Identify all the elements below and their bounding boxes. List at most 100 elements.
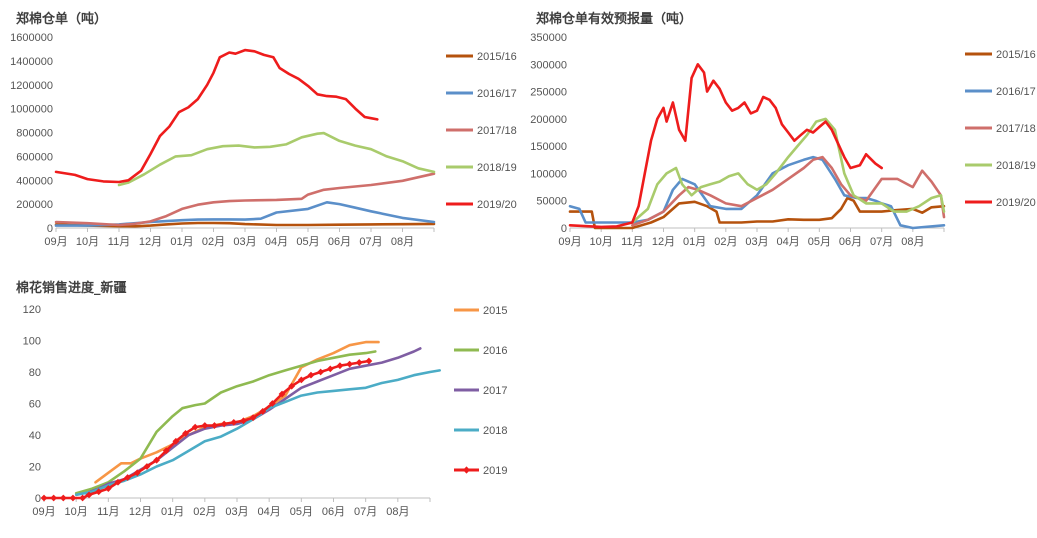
chart-1-legend-label: 2019/20 bbox=[477, 199, 517, 211]
chart-3-series-marker bbox=[40, 494, 48, 502]
chart-1-ytick-label: 1600000 bbox=[10, 32, 53, 44]
chart-3-series-marker bbox=[336, 362, 344, 370]
chart-3-series-marker bbox=[201, 422, 209, 429]
chart-1-series-line bbox=[54, 201, 436, 227]
chart-1-legend-label: 2017/18 bbox=[477, 125, 517, 137]
chart-3-series-marker bbox=[59, 494, 67, 502]
chart-3-xtick-label: 05月 bbox=[290, 506, 313, 518]
chart-3-panel: 棉花销售进度_新疆 0 20 40 60 80 100 120 09月 10月 11月 12月 01月… bbox=[0, 270, 520, 532]
chart-2-ytick-label: 300000 bbox=[530, 59, 567, 71]
chart-3-series-marker bbox=[346, 360, 353, 368]
chart-3-series-marker bbox=[85, 491, 93, 499]
chart-3-series-marker bbox=[268, 400, 276, 407]
chart-1-legend-label: 2018/19 bbox=[477, 162, 517, 174]
chart-3-series-marker bbox=[153, 456, 160, 464]
chart-1-xtick-label: 10月 bbox=[76, 236, 99, 248]
chart-3-ytick-label: 60 bbox=[29, 399, 41, 411]
chart-3-ytick-label: 120 bbox=[23, 304, 41, 316]
chart-2-ytick-label: 100000 bbox=[530, 168, 567, 180]
chart-3-legend-marker bbox=[462, 466, 471, 474]
chart-2-legend-label: 2017/18 bbox=[996, 123, 1036, 135]
chart-2-xtick-label: 12月 bbox=[652, 236, 675, 248]
chart-2-xtick-label: 01月 bbox=[683, 236, 706, 248]
chart-2-svg: 0 50000 100000 150000 200000 250000 300000 3500… bbox=[530, 32, 1036, 248]
chart-3-legend-label: 2016 bbox=[483, 345, 507, 357]
chart-3-series-marker bbox=[79, 494, 86, 502]
chart-1-xtick-label: 08月 bbox=[391, 236, 414, 248]
chart-1-ytick-label: 200000 bbox=[16, 199, 53, 211]
chart-2-xtick-label: 02月 bbox=[714, 236, 737, 248]
chart-3-xtick-label: 04月 bbox=[258, 506, 281, 518]
chart-2-legend-label: 2018/19 bbox=[996, 160, 1036, 172]
chart-3-legend-label: 2015 bbox=[483, 305, 507, 317]
chart-3-series-marker bbox=[240, 417, 247, 425]
chart-3-series-marker bbox=[278, 390, 286, 398]
chart-3-xtick-label: 01月 bbox=[161, 506, 184, 518]
chart-3-series-marker bbox=[50, 494, 58, 502]
chart-3-series-marker bbox=[249, 414, 257, 422]
chart-2-xtick-label: 09月 bbox=[558, 236, 581, 248]
chart-3-xtick-label: 03月 bbox=[225, 506, 248, 518]
chart-3-ytick-label: 80 bbox=[29, 367, 41, 379]
chart-1-svg: 0 200000 400000 600000 800000 1000000 1200000 1… bbox=[10, 32, 517, 248]
chart-2-xtick-label: 04月 bbox=[777, 236, 800, 248]
chart-3-series-marker bbox=[288, 382, 296, 390]
chart-1-legend-label: 2016/17 bbox=[477, 88, 517, 100]
chart-3-xtick-label: 11月 bbox=[97, 506, 119, 518]
chart-1-xtick-label: 06月 bbox=[328, 236, 351, 248]
chart-3-series-marker bbox=[230, 419, 238, 426]
chart-3-series-marker bbox=[104, 485, 112, 492]
chart-3-series-marker bbox=[172, 437, 180, 445]
chart-2-panel: 郑棉仓单有效预报量（吨） 0 50000 100000 150000 200000 250… bbox=[520, 0, 1037, 262]
chart-3-xtick-label: 07月 bbox=[354, 506, 377, 518]
chart-2-ytick-label: 0 bbox=[561, 223, 567, 235]
chart-3-ytick-label: 40 bbox=[29, 430, 41, 442]
chart-3-legend-label: 2019 bbox=[483, 465, 507, 477]
chart-3-title: 棉花销售进度_新疆 bbox=[16, 281, 127, 296]
chart-3-series-marker bbox=[124, 474, 132, 481]
chart-3-series-marker bbox=[133, 469, 141, 477]
chart-1-xtick-label: 11月 bbox=[108, 236, 130, 248]
chart-2-ytick-label: 50000 bbox=[536, 196, 567, 208]
chart-1-xtick-label: 02月 bbox=[202, 236, 225, 248]
chart-3-legend-label: 2017 bbox=[483, 385, 507, 397]
chart-1-title: 郑棉仓单（吨） bbox=[16, 12, 108, 27]
chart-1-ytick-label: 600000 bbox=[16, 151, 53, 163]
chart-3-series-marker bbox=[259, 407, 267, 415]
chart-3-series-marker bbox=[95, 488, 103, 496]
chart-3-xtick-label: 06月 bbox=[322, 506, 345, 518]
chart-1-xtick-label: 01月 bbox=[170, 236, 193, 248]
chart-2-series-line bbox=[568, 63, 883, 229]
chart-1-panel: 郑棉仓单（吨） 0 200000 400000 600000 800000 1000000… bbox=[0, 0, 520, 262]
chart-1-xtick-label: 03月 bbox=[233, 236, 256, 248]
chart-1-ytick-label: 1400000 bbox=[10, 56, 53, 68]
chart-3-legend-label: 2018 bbox=[483, 425, 507, 437]
chart-3-series-marker bbox=[182, 430, 189, 437]
chart-2-xtick-label: 08月 bbox=[901, 236, 924, 248]
chart-1-ytick-label: 0 bbox=[47, 223, 53, 235]
chart-2-series-line bbox=[568, 155, 946, 230]
chart-1-ytick-label: 400000 bbox=[16, 175, 53, 187]
chart-1-xtick-label: 12月 bbox=[139, 236, 162, 248]
chart-3-ytick-label: 20 bbox=[29, 462, 41, 474]
chart-3-ytick-label: 100 bbox=[23, 336, 41, 348]
chart-2-xtick-label: 05月 bbox=[808, 236, 831, 248]
chart-2-series-line bbox=[631, 117, 946, 224]
chart-3-xtick-label: 09月 bbox=[32, 506, 55, 518]
chart-2-title: 郑棉仓单有效预报量（吨） bbox=[536, 12, 693, 27]
chart-2-ytick-label: 250000 bbox=[530, 87, 567, 99]
chart-3-xtick-label: 02月 bbox=[193, 506, 216, 518]
chart-2-legend-label: 2016/17 bbox=[996, 86, 1036, 98]
chart-1-series-line bbox=[54, 172, 436, 227]
chart-2-legend-label: 2015/16 bbox=[996, 49, 1036, 61]
chart-2-series-line bbox=[568, 196, 946, 230]
chart-3-series-marker bbox=[211, 422, 218, 429]
chart-3-xtick-label: 10月 bbox=[65, 506, 88, 518]
chart-1-series-line bbox=[54, 48, 379, 184]
chart-1-xtick-label: 04月 bbox=[265, 236, 288, 248]
chart-3-series-marker bbox=[220, 420, 228, 428]
chart-3-series-marker bbox=[317, 368, 325, 376]
chart-1-ytick-label: 800000 bbox=[16, 128, 53, 140]
chart-1-series-line bbox=[54, 221, 436, 228]
chart-2-ytick-label: 150000 bbox=[530, 141, 567, 153]
